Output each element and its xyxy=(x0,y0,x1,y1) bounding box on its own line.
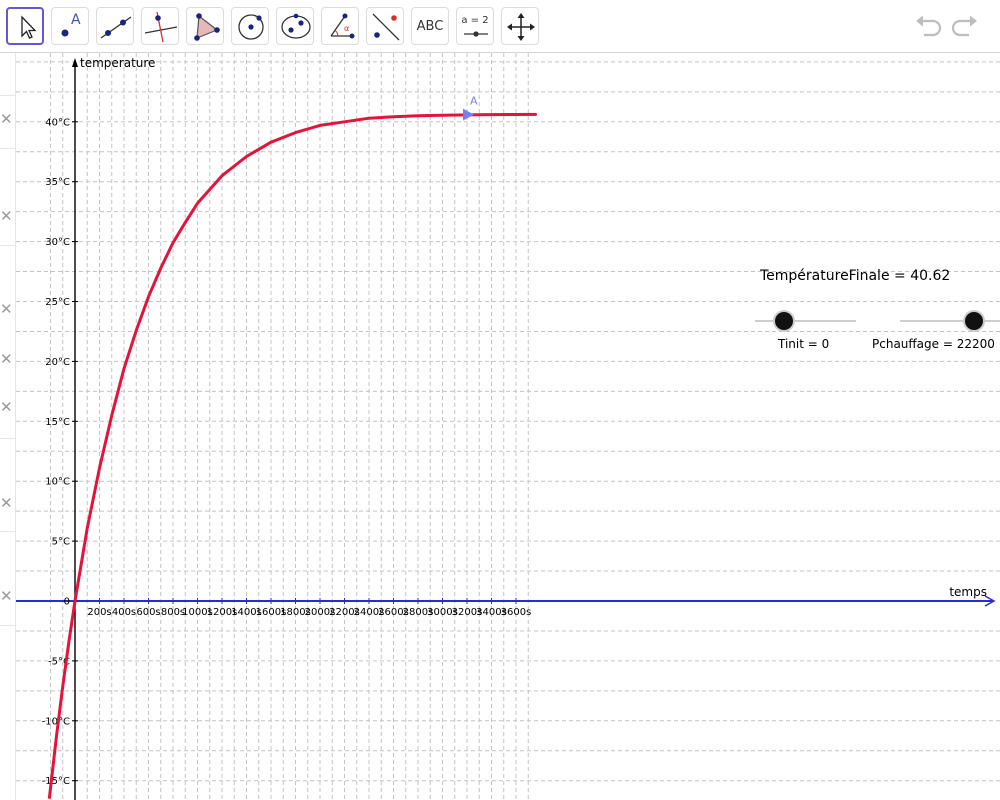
slider-pchauffage-label: Pchauffage = 22200 xyxy=(872,337,995,351)
slider-tinit[interactable] xyxy=(752,310,858,334)
x-tick-label: 3000s xyxy=(427,607,458,618)
slider-track xyxy=(755,320,856,322)
close-icon[interactable]: ✕ xyxy=(0,398,13,416)
move-graphics-view-tool-button[interactable] xyxy=(501,7,539,45)
y-tick-label: -15°C xyxy=(42,776,70,787)
y-tick-label: 5°C xyxy=(52,537,70,548)
x-tick-label: 1800s xyxy=(280,607,311,618)
close-icon[interactable]: ✕ xyxy=(0,350,13,368)
perpendicular-line-icon xyxy=(144,11,178,43)
slider-tool-label: a = 2 xyxy=(461,15,489,26)
reflect-tool-button[interactable] xyxy=(366,7,404,45)
point-tool-label: A xyxy=(71,12,81,28)
x-tick-label: 1400s xyxy=(231,607,262,618)
point-tool-button[interactable]: A xyxy=(51,7,89,45)
temperature-finale-text[interactable]: TempératureFinale = 40.62 xyxy=(760,268,951,284)
circle-tool-button[interactable] xyxy=(231,7,269,45)
close-icon[interactable]: ✕ xyxy=(0,300,13,318)
close-icon[interactable]: ✕ xyxy=(0,207,13,225)
x-tick-label: 600s xyxy=(136,607,160,618)
y-tick-label: -5°C xyxy=(48,656,70,667)
y-tick-label: 30°C xyxy=(45,237,70,248)
algebra-separator xyxy=(0,531,15,532)
redo-button[interactable] xyxy=(950,12,980,40)
toolbar: A α ABC a = 2 xyxy=(0,0,1000,53)
slider-knob[interactable] xyxy=(774,312,793,330)
x-tick-label: 1000s xyxy=(182,607,213,618)
undo-icon xyxy=(916,15,942,37)
angle-tool-button[interactable]: α xyxy=(321,7,359,45)
temperature-curve xyxy=(47,112,537,799)
perpendicular-line-tool-button[interactable] xyxy=(141,7,179,45)
ellipse-icon xyxy=(281,13,311,39)
algebra-separator xyxy=(0,245,15,246)
redo-icon xyxy=(951,15,977,37)
x-tick-label: 2800s xyxy=(403,607,434,618)
algebra-separator xyxy=(0,95,15,96)
slider-track xyxy=(900,320,1000,322)
y-tick-label: 15°C xyxy=(45,417,70,428)
line-through-points-icon xyxy=(100,16,132,39)
y-tick-label: 0 xyxy=(64,597,70,608)
slider-knob[interactable] xyxy=(965,312,984,330)
y-tick-label: 20°C xyxy=(45,357,70,368)
algebra-separator xyxy=(0,148,15,149)
x-tick-label: 3400s xyxy=(476,607,507,618)
point-a xyxy=(463,108,474,121)
x-tick-label: 2000s xyxy=(305,607,336,618)
close-icon[interactable]: ✕ xyxy=(0,587,13,605)
text-tool-label: ABC xyxy=(416,18,444,34)
angle-icon xyxy=(330,13,355,39)
function-graph[interactable]: temperature temps 200s 400s 600s 800s1000s120… xyxy=(16,53,1000,800)
slider-tool-button[interactable]: a = 2 xyxy=(456,7,494,45)
x-tick-label: 1600s xyxy=(256,607,287,618)
x-tick-label: 3600s xyxy=(501,607,532,618)
polygon-tool-button[interactable] xyxy=(186,7,224,45)
ellipse-tool-button[interactable] xyxy=(276,7,314,45)
move-arrows-icon xyxy=(507,13,535,41)
point-icon xyxy=(61,29,69,37)
angle-tool-label: α xyxy=(344,24,350,33)
circle-icon xyxy=(238,14,264,40)
x-tick-label: 2600s xyxy=(378,607,409,618)
y-tick-label: -10°C xyxy=(42,716,70,727)
x-tick-label: 2400s xyxy=(354,607,385,618)
polygon-icon xyxy=(194,13,220,41)
text-tool-button[interactable]: ABC xyxy=(411,7,449,45)
reflect-about-line-icon xyxy=(372,13,400,41)
undo-button[interactable] xyxy=(913,12,943,40)
move-tool-button[interactable] xyxy=(6,7,44,45)
x-tick-label: 400s xyxy=(112,607,136,618)
slider-tinit-label: Tinit = 0 xyxy=(778,337,830,351)
y-axis-label: temperature xyxy=(80,56,155,70)
close-icon[interactable]: ✕ xyxy=(0,110,13,128)
x-axis-arrow xyxy=(984,595,996,607)
x-axis-label: temps xyxy=(949,585,987,599)
close-icon[interactable]: ✕ xyxy=(0,494,13,512)
cursor-arrow-icon xyxy=(21,15,37,39)
x-tick-label: 200s xyxy=(87,607,111,618)
y-tick-label: 25°C xyxy=(45,297,70,308)
y-axis-arrow xyxy=(72,58,78,67)
algebra-separator xyxy=(0,438,15,439)
slider-pchauffage[interactable] xyxy=(897,310,1000,334)
x-tick-label: 1200s xyxy=(207,607,238,618)
y-tick-label: 40°C xyxy=(45,117,70,128)
x-tick-label: 800s xyxy=(161,607,185,618)
x-tick-label: 2200s xyxy=(329,607,360,618)
y-tick-label: 35°C xyxy=(45,177,70,188)
slider-icon xyxy=(464,31,488,37)
graphics-view[interactable]: temperature temps 200s 400s 600s 800s 1000s 120… xyxy=(16,53,1000,800)
line-tool-button[interactable] xyxy=(96,7,134,45)
x-tick-label: 3200s xyxy=(452,607,483,618)
point-a-label: A xyxy=(470,95,478,108)
algebra-view: ✕ ✕ ✕ ✕ ✕ ✕ ✕ xyxy=(0,53,16,800)
y-tick-label: 10°C xyxy=(45,477,70,488)
algebra-separator xyxy=(0,625,15,626)
